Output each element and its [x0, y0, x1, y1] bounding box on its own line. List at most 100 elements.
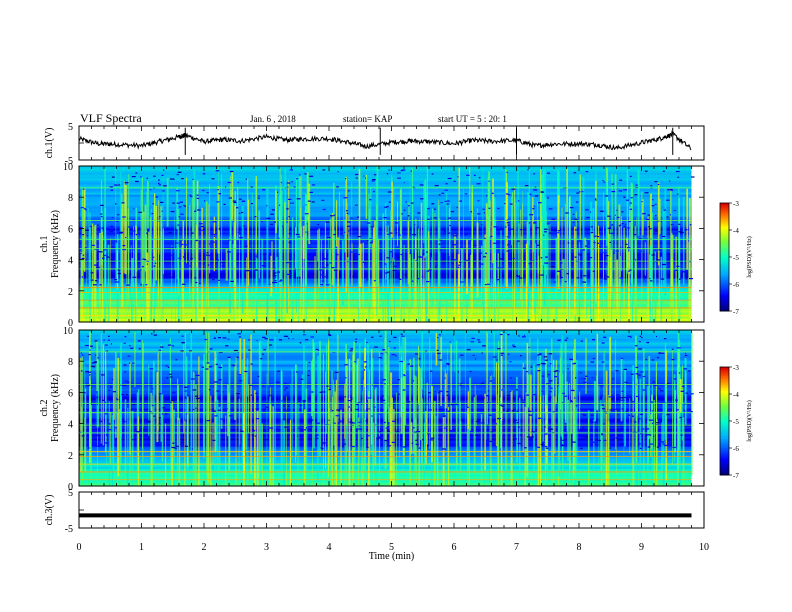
spectrogram-streak	[481, 246, 483, 312]
spectrogram-streak	[131, 410, 134, 486]
spectrogram-speckle	[511, 410, 515, 412]
spectrogram-speckle	[387, 191, 392, 193]
spectrogram-speckle	[506, 171, 508, 173]
spectrogram-speckle	[586, 216, 590, 219]
spectrogram-speckle	[516, 410, 519, 412]
spectrogram-speckle	[90, 272, 94, 274]
spectrogram-speckle	[211, 178, 215, 180]
spectrogram-speckle	[532, 260, 535, 262]
spectrogram-streak	[134, 250, 136, 297]
spectrogram-speckle	[569, 207, 574, 209]
spectrogram-speckle	[575, 229, 578, 231]
spectrogram-speckle	[438, 334, 441, 336]
spectrogram-speckle	[372, 179, 376, 181]
spectrogram-streak	[245, 366, 247, 450]
spectrogram-speckle	[640, 433, 644, 435]
spectrogram-streak	[346, 203, 348, 235]
spectrogram-speckle	[446, 203, 449, 205]
spectrogram-speckle	[493, 356, 497, 358]
spectrogram-speckle	[626, 227, 630, 229]
colorbar-segment	[720, 417, 729, 420]
spectrogram-streak	[96, 341, 99, 392]
spectrogram-speckle	[624, 381, 628, 383]
spectrogram-streak	[566, 381, 568, 432]
spectrogram-speckle	[477, 200, 480, 202]
spectrogram-speckle	[635, 184, 638, 186]
spectrogram-speckle	[84, 392, 86, 394]
spectrogram-streak	[303, 345, 305, 400]
spectrogram-speckle	[333, 422, 336, 424]
spectrogram-streak	[526, 342, 529, 477]
spectrogram-streak	[207, 362, 209, 484]
spectrogram-speckle	[589, 211, 591, 213]
spectrogram-speckle	[618, 190, 623, 192]
spectrogram-streak	[373, 422, 375, 486]
spectrogram-speckle	[577, 220, 579, 222]
spectrogram-streak	[107, 244, 110, 322]
y-tick-label: 4	[68, 420, 73, 431]
spectrogram-speckle	[237, 333, 241, 335]
spectrogram-speckle	[122, 421, 126, 423]
spectrogram-speckle	[261, 220, 263, 222]
spectrogram-speckle	[676, 409, 679, 411]
spectrogram-speckle	[667, 189, 670, 191]
spectrogram-speckle	[472, 354, 476, 356]
spectrogram-speckle	[629, 175, 632, 177]
spectrogram-speckle	[348, 406, 350, 408]
spectrogram-speckle	[347, 221, 351, 223]
spectrogram-streak	[643, 348, 645, 486]
x-tick-label: 7	[514, 542, 519, 553]
spectrogram-speckle	[544, 228, 548, 230]
spectrogram-speckle	[527, 436, 530, 438]
spectrogram-speckle	[488, 414, 492, 416]
spectrogram-streak	[579, 391, 581, 430]
spectrogram-speckle	[516, 276, 519, 278]
spectrogram-speckle	[132, 219, 135, 221]
colorbar-segment	[720, 367, 729, 370]
spectrogram-speckle	[292, 338, 294, 340]
spectrogram-speckle	[322, 241, 324, 243]
spectrogram-streak	[142, 211, 145, 285]
spectrogram-speckle	[627, 247, 631, 249]
spectrogram-speckle	[642, 375, 646, 378]
spectrogram-speckle	[128, 226, 130, 228]
spectrogram-speckle	[87, 417, 89, 419]
spectrogram-speckle	[544, 262, 549, 264]
spectrogram-speckle	[446, 391, 449, 393]
spectrogram-streak	[630, 182, 633, 284]
spectrogram-speckle	[190, 258, 193, 260]
spectrogram-streak	[152, 395, 153, 486]
spectrogram-speckle	[481, 352, 483, 354]
spectrogram-speckle	[663, 209, 667, 211]
spectrogram-speckle	[272, 266, 274, 268]
spectrogram-speckle	[87, 335, 89, 337]
spectrogram-band	[79, 202, 692, 205]
spectrogram-speckle	[431, 173, 434, 175]
spectrogram-speckle	[94, 340, 98, 342]
spectrogram-streak	[299, 176, 301, 240]
spectrogram-speckle	[654, 215, 657, 217]
spectrogram-speckle	[81, 276, 83, 278]
spectrogram-streak	[422, 398, 424, 485]
spectrogram-streak	[198, 356, 200, 486]
spectrogram-speckle	[511, 188, 516, 190]
spectrogram-speckle	[590, 414, 594, 416]
spectrogram-speckle	[382, 379, 386, 381]
spectrogram-streak	[104, 168, 106, 309]
colorbar-tick-label: -6	[733, 445, 739, 453]
spectrogram-speckle	[190, 232, 194, 234]
spectrogram-speckle	[326, 385, 329, 387]
spectrogram-speckle	[387, 271, 390, 273]
spectrogram-speckle	[466, 232, 468, 235]
spectrogram-speckle	[269, 427, 274, 429]
spectrogram-speckle	[679, 231, 684, 233]
spectrogram-speckle	[202, 173, 206, 175]
spectrogram-speckle	[417, 278, 419, 280]
spectrogram-streak	[535, 243, 536, 322]
spectrogram-streak	[386, 365, 388, 426]
spectrogram-streak	[518, 223, 520, 276]
spectrogram-speckle	[358, 425, 362, 427]
spectrogram-streak	[155, 205, 157, 281]
spectrogram-streak	[246, 368, 247, 486]
spectrogram-streak	[312, 339, 314, 411]
